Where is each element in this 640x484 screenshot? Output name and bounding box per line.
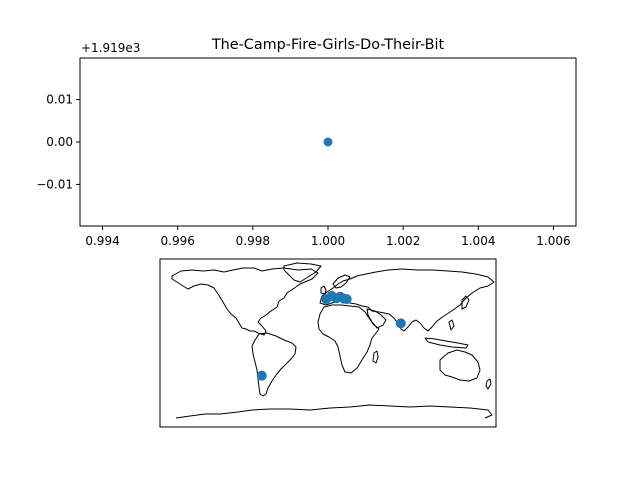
data-points (323, 137, 333, 147)
africa-coastline (317, 304, 380, 374)
madagascar-coastline (372, 350, 379, 364)
x-tick-label: 0.998 (236, 234, 270, 248)
north-america-coastline (171, 267, 319, 336)
greenland-coastline (283, 262, 322, 283)
map-point (341, 294, 352, 305)
y-axis-ticks: 0.01 0.00 −0.01 (36, 93, 80, 191)
coastlines (171, 262, 495, 419)
world-map-chart (159, 258, 497, 428)
map-data-points (256, 290, 406, 381)
philippines-coastline (448, 319, 455, 331)
eurasia-coastline (319, 268, 495, 332)
x-axis-ticks: 0.994 0.996 0.998 1.000 1.002 1.004 1.006 (85, 226, 571, 248)
y-axis-offset-text: +1.919e3 (81, 41, 140, 55)
y-tick-label: 0.00 (46, 135, 73, 149)
chart-title: The-Camp-Fire-Girls-Do-Their-Bit (211, 37, 445, 53)
new-zealand-coastline (485, 378, 492, 390)
x-tick-label: 0.996 (161, 234, 195, 248)
x-tick-label: 0.994 (85, 234, 119, 248)
data-point (323, 137, 333, 147)
scandinavia-coastline (332, 274, 351, 289)
y-tick-label: −0.01 (36, 177, 73, 191)
map-frame (159, 258, 497, 428)
x-tick-label: 1.000 (311, 234, 345, 248)
british-isles-coastline (320, 285, 327, 295)
south-america-coastline (251, 332, 297, 397)
map-point (395, 318, 406, 329)
australia-coastline (439, 349, 481, 382)
x-tick-label: 1.004 (461, 234, 495, 248)
x-tick-label: 1.002 (386, 234, 420, 248)
antarctica-coastline (175, 404, 493, 419)
indonesia-coastline (424, 337, 469, 349)
japan-coastline (461, 295, 470, 310)
arabia-coastline (366, 308, 387, 329)
map-point (256, 370, 267, 381)
x-tick-label: 1.006 (536, 234, 570, 248)
year-scatter-chart: The-Camp-Fire-Girls-Do-Their-Bit +1.919e… (36, 37, 577, 248)
y-tick-label: 0.01 (46, 93, 73, 107)
